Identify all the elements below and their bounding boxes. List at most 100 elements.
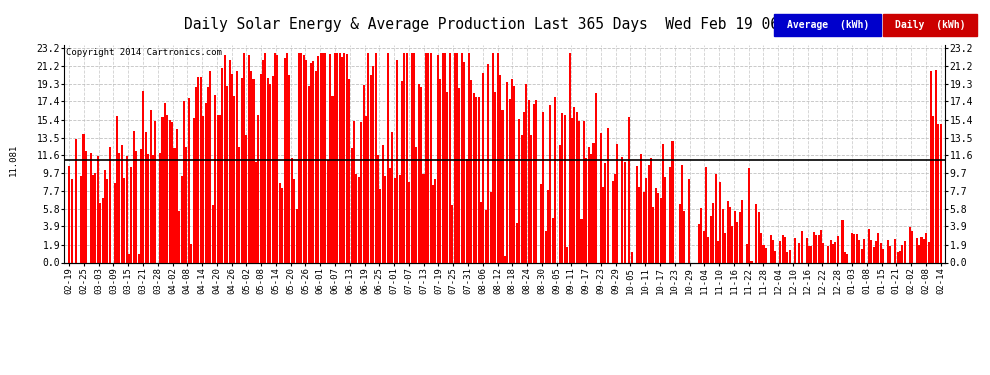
Bar	[362, 85, 364, 262]
Bar	[159, 153, 161, 262]
Bar	[212, 205, 214, 262]
Bar	[458, 88, 460, 262]
Bar	[456, 53, 458, 262]
Bar	[571, 118, 573, 262]
Bar	[688, 179, 690, 262]
Bar	[801, 231, 803, 262]
Bar	[729, 207, 731, 262]
Bar	[274, 53, 276, 262]
Bar	[757, 212, 759, 262]
Bar	[715, 174, 717, 262]
Bar	[406, 53, 408, 262]
Bar	[401, 81, 403, 262]
Bar	[762, 245, 764, 262]
Bar	[657, 193, 659, 262]
Bar	[683, 211, 685, 262]
Bar	[576, 112, 578, 262]
Bar	[346, 54, 347, 262]
Bar	[200, 77, 202, 262]
Bar	[808, 246, 810, 262]
Bar	[605, 163, 607, 262]
Bar	[480, 202, 482, 262]
Bar	[549, 105, 551, 262]
Bar	[830, 240, 832, 262]
Bar	[437, 55, 439, 262]
Bar	[399, 176, 401, 262]
Bar	[592, 142, 595, 262]
Bar	[748, 168, 750, 262]
Bar	[494, 92, 496, 262]
Bar	[308, 86, 310, 262]
Bar	[583, 121, 585, 262]
Bar	[703, 231, 705, 262]
Bar	[470, 80, 472, 262]
Bar	[563, 115, 565, 262]
Bar	[516, 224, 518, 262]
Bar	[717, 241, 719, 262]
Bar	[502, 110, 504, 262]
Bar	[643, 192, 644, 262]
Bar	[727, 201, 729, 262]
Bar	[551, 218, 553, 262]
Bar	[430, 53, 432, 262]
Bar	[918, 245, 920, 262]
Bar	[248, 56, 249, 262]
Bar	[636, 166, 638, 262]
Bar	[499, 75, 501, 262]
Bar	[133, 131, 135, 262]
Bar	[595, 93, 597, 262]
Bar	[327, 160, 329, 262]
Bar	[497, 53, 499, 262]
Bar	[543, 112, 545, 262]
Bar	[664, 177, 666, 262]
Bar	[281, 188, 283, 262]
Bar	[645, 178, 647, 262]
Bar	[535, 100, 537, 262]
Bar	[755, 204, 757, 262]
Bar	[511, 79, 513, 262]
Bar	[226, 86, 228, 262]
Bar	[573, 106, 575, 262]
Bar	[779, 241, 781, 262]
Bar	[296, 209, 298, 262]
Bar	[312, 61, 315, 262]
Bar	[909, 227, 911, 262]
Bar	[843, 252, 845, 262]
Bar	[325, 53, 327, 262]
Bar	[267, 78, 269, 262]
Bar	[109, 147, 111, 262]
Bar	[303, 55, 305, 262]
Bar	[901, 246, 903, 262]
Bar	[798, 243, 801, 262]
Bar	[698, 224, 700, 262]
Bar	[629, 117, 631, 262]
Bar	[935, 70, 937, 262]
Bar	[526, 84, 528, 262]
Bar	[252, 79, 254, 262]
Text: Daily Solar Energy & Average Production Last 365 Days  Wed Feb 19 06:51: Daily Solar Energy & Average Production …	[184, 17, 806, 32]
Bar	[837, 236, 839, 262]
Bar	[823, 243, 825, 262]
Bar	[782, 236, 784, 262]
Bar	[614, 174, 616, 262]
Bar	[82, 134, 84, 262]
Bar	[440, 79, 442, 262]
Bar	[521, 135, 523, 262]
Bar	[365, 116, 367, 262]
Bar	[708, 237, 710, 262]
Bar	[741, 200, 742, 262]
Bar	[178, 211, 180, 262]
Bar	[119, 153, 121, 262]
Bar	[853, 234, 855, 262]
Bar	[97, 156, 99, 262]
Bar	[408, 182, 410, 262]
Bar	[360, 122, 362, 262]
Bar	[193, 118, 195, 262]
Bar	[250, 71, 252, 262]
Bar	[933, 116, 935, 262]
Bar	[489, 192, 492, 262]
Bar	[90, 153, 92, 262]
Bar	[880, 243, 882, 262]
Text: Daily  (kWh): Daily (kWh)	[895, 20, 965, 30]
Bar	[487, 64, 489, 262]
